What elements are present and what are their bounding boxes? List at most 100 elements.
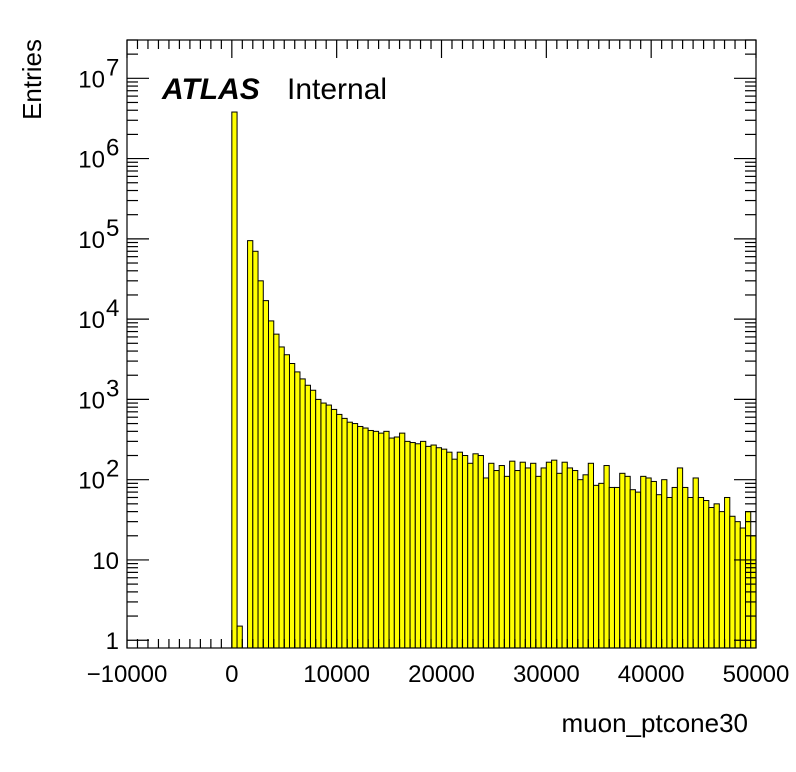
histogram-bar xyxy=(482,477,490,649)
histogram-bar xyxy=(278,346,285,649)
histogram-bar xyxy=(561,461,568,649)
histogram-bar xyxy=(336,413,343,649)
histogram-bar xyxy=(645,477,652,649)
histogram-bar xyxy=(493,470,500,649)
histogram-bar xyxy=(409,442,416,649)
histogram-bar xyxy=(697,496,705,649)
histogram-bar xyxy=(231,111,238,649)
histogram-bar xyxy=(624,475,631,649)
histogram-bar xyxy=(703,500,710,649)
histogram-bar xyxy=(430,444,437,649)
y-tick-label: 10 xyxy=(78,307,105,334)
histogram-bar xyxy=(608,486,615,649)
y-tick-label: 10 xyxy=(78,387,105,414)
x-tick-label: 0 xyxy=(225,661,238,688)
histogram-bar xyxy=(456,451,463,649)
histogram-bar xyxy=(509,460,516,649)
histogram-bar xyxy=(472,453,479,649)
x-tick-label: 50000 xyxy=(723,661,790,688)
histogram-bar xyxy=(330,408,338,649)
histogram-bar xyxy=(467,462,474,649)
histogram-bar xyxy=(252,250,259,649)
histogram-bar xyxy=(524,467,532,649)
histogram-bar xyxy=(383,430,390,649)
histogram-bar xyxy=(378,432,385,649)
histogram-bar xyxy=(514,470,521,649)
histogram-bar xyxy=(708,507,715,649)
histogram-bar xyxy=(446,451,453,649)
histogram-bar xyxy=(351,423,359,649)
histogram-bar xyxy=(540,467,547,649)
histogram-bar xyxy=(718,511,726,649)
histogram-bar xyxy=(503,475,511,649)
y-tick-exponent: 5 xyxy=(106,215,119,242)
x-axis-ticks: −10000 0 10000 20000 30000 40000 50000 xyxy=(87,40,790,688)
atlas-label: ATLAS xyxy=(161,73,260,106)
y-tick-exponent: 4 xyxy=(106,295,119,322)
histogram-bar xyxy=(294,371,301,649)
histogram-bar xyxy=(362,427,369,649)
y-tick-label: 10 xyxy=(78,227,105,254)
histogram-bar xyxy=(676,467,684,649)
histogram-bar xyxy=(519,461,526,649)
x-axis-title: muon_ptcone30 xyxy=(562,708,748,738)
histogram-bar xyxy=(535,475,542,649)
histogram-bar xyxy=(634,491,642,649)
histogram-bar xyxy=(273,333,280,649)
x-tick-label: −10000 xyxy=(87,661,168,688)
histogram-bar xyxy=(461,455,469,649)
histogram-bar xyxy=(315,398,322,649)
histogram-bar xyxy=(299,378,306,649)
histogram-bar xyxy=(545,461,553,649)
internal-label: Internal xyxy=(287,73,387,106)
histogram-bar xyxy=(650,480,657,649)
y-axis-title: Entries xyxy=(17,39,47,120)
histogram-bar xyxy=(551,459,558,649)
histogram-bar xyxy=(414,443,422,649)
histogram-bar xyxy=(655,494,663,649)
histogram-bar xyxy=(393,436,401,649)
histogram-bar xyxy=(671,486,678,649)
histogram-bar xyxy=(357,425,364,649)
histogram-bar xyxy=(619,472,626,649)
histogram-bar xyxy=(682,486,689,649)
histogram-bar xyxy=(268,320,275,649)
y-tick-label: 10 xyxy=(78,147,105,174)
histogram-bar xyxy=(739,527,747,649)
histogram-bar xyxy=(309,389,317,649)
y-tick-exponent: 3 xyxy=(106,375,119,402)
histogram-bar xyxy=(388,437,395,649)
histogram-bar xyxy=(687,496,694,649)
y-tick-exponent: 6 xyxy=(106,135,119,162)
histogram-bar xyxy=(692,477,699,649)
y-tick-exponent: 7 xyxy=(106,54,119,81)
histogram-bar xyxy=(587,462,595,649)
histogram-bar xyxy=(582,474,589,649)
histogram-bar xyxy=(441,448,448,649)
y-tick-label: 1 xyxy=(106,628,119,655)
x-tick-label: 20000 xyxy=(408,661,475,688)
histogram-bar xyxy=(745,511,752,649)
x-tick-label: 30000 xyxy=(513,661,580,688)
histogram-bar xyxy=(598,482,605,649)
histogram-bar xyxy=(713,503,720,649)
histogram-bar xyxy=(325,404,332,649)
histogram-bar xyxy=(346,421,353,649)
histogram-bar xyxy=(477,455,484,649)
histogram-bar xyxy=(530,462,537,649)
histogram-bar xyxy=(425,445,432,649)
histogram-bar xyxy=(262,300,270,649)
y-tick-label: 10 xyxy=(78,66,105,93)
histogram-bar xyxy=(247,240,254,649)
x-tick-label: 40000 xyxy=(618,661,685,688)
y-tick-label: 10 xyxy=(78,468,105,495)
histogram-bar xyxy=(304,384,311,649)
histogram-bar xyxy=(288,363,296,649)
histogram-bar xyxy=(593,484,600,649)
y-tick-exponent: 2 xyxy=(106,456,119,483)
histogram-bar xyxy=(404,440,411,649)
histogram-bar xyxy=(734,521,741,649)
histogram-bar xyxy=(372,430,380,649)
